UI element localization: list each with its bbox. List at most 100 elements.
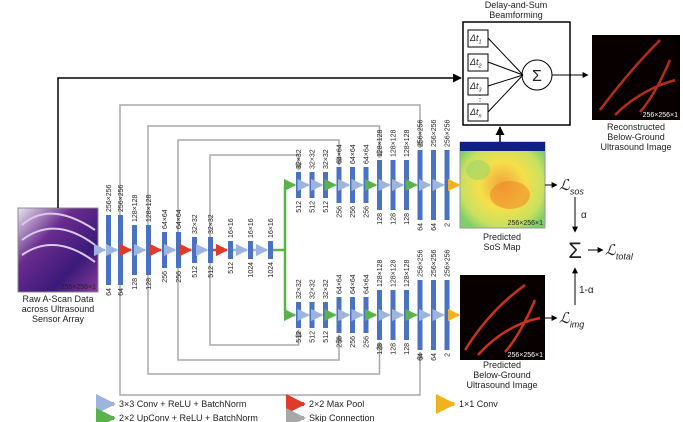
reconstructed-image — [592, 35, 680, 120]
channel-label: 256 — [364, 206, 371, 218]
decoder-block — [323, 302, 328, 328]
vdots: ⋮ — [476, 94, 484, 103]
decoder-block — [431, 280, 436, 350]
delay-label-sub: 1 — [479, 40, 482, 46]
img-caption: Predicted — [483, 360, 521, 370]
size-label: 256×256 — [418, 119, 425, 147]
decoder-block — [391, 290, 396, 340]
loss-img: ℒimg — [559, 310, 584, 330]
encoder-block — [268, 241, 273, 259]
size-label: 32×32 — [310, 149, 317, 169]
channel-label: 512 — [310, 331, 317, 343]
sum-symbol: Σ — [568, 238, 582, 263]
legend-label: Skip Connection — [309, 413, 375, 422]
input-caption: Raw A-Scan Data — [22, 294, 93, 304]
size-label: 256×256 — [418, 249, 425, 277]
heat-blob — [490, 181, 530, 209]
delay-label-main: Δt — [469, 57, 479, 67]
alpha: α — [581, 210, 587, 221]
size-label: 32×32 — [296, 279, 303, 299]
channel-label: 128 — [391, 213, 398, 225]
channel-label: 256 — [162, 271, 169, 283]
decoder-block — [350, 167, 355, 203]
size-label: 128×128 — [391, 129, 398, 157]
channel-label: 1024 — [248, 262, 255, 278]
decoder-block — [445, 280, 450, 350]
predicted-image — [460, 275, 545, 360]
legend-label: 3×3 Conv + ReLU + BatchNorm — [119, 399, 246, 409]
sos-caption: Predicted — [483, 232, 521, 242]
encoder-block — [192, 237, 197, 263]
size-label: 128×128 — [404, 259, 411, 287]
decoder-block — [310, 172, 315, 198]
delay-label-sub: 2 — [478, 64, 482, 70]
channel-label: 2 — [445, 223, 452, 227]
size-label: 32×32 — [310, 279, 317, 299]
sos-caption: SoS Map — [483, 242, 520, 252]
channel-label: 128 — [377, 213, 384, 225]
legend-label: 1×1 Conv — [459, 399, 498, 409]
decoder-block — [364, 167, 369, 203]
channel-label: 256 — [350, 206, 357, 218]
loss-total-sub: total — [616, 252, 634, 262]
size-label: 128×128 — [377, 259, 384, 287]
reconstructed-caption: Below-Ground — [607, 132, 665, 142]
channel-label: 2 — [445, 353, 452, 357]
channel-label: 1024 — [268, 262, 275, 278]
size-label: 256×256 — [445, 119, 452, 147]
decoder-block — [431, 150, 436, 220]
size-label: 128×128 — [404, 129, 411, 157]
loss-total: ℒtotal — [605, 242, 634, 262]
size-label: 256×256 — [118, 184, 125, 212]
channel-label: 512 — [296, 201, 303, 213]
encoder-block — [146, 225, 151, 275]
size-label: 128×128 — [146, 194, 153, 222]
skip-connection — [148, 275, 380, 374]
delay-label-sub: n — [479, 114, 482, 120]
size-label: 64×64 — [176, 209, 183, 229]
size-label: 256×256 — [431, 119, 438, 147]
channel-label: 256 — [337, 336, 344, 348]
decoder-block — [391, 160, 396, 210]
image-size: 256×256×1 — [508, 220, 544, 227]
size-label: 32×32 — [296, 149, 303, 169]
image-size: 256×256×1 — [61, 284, 97, 291]
image-size: 256×256×1 — [643, 112, 679, 119]
skip-connection — [120, 105, 420, 215]
decoder-block — [323, 172, 328, 198]
reconstructed-caption: Ultrasound Image — [600, 142, 671, 152]
diagram: Delay-and-SumBeamformingΔt1Δt2Δt3Δtn⋮Σ25… — [0, 0, 683, 422]
image-size: 256×256×1 — [508, 352, 544, 359]
size-label: 64×64 — [364, 144, 371, 164]
size-label: 256×256 — [106, 184, 113, 212]
channel-label: 64 — [106, 288, 113, 296]
decoder-block — [350, 297, 355, 333]
heat-blob — [466, 160, 490, 180]
size-label: 128×128 — [132, 194, 139, 222]
channel-label: 512 — [323, 331, 330, 343]
loss-img-sub: img — [570, 320, 585, 330]
decoder-block — [296, 302, 301, 328]
size-label: 64×64 — [337, 144, 344, 164]
encoder-block — [118, 215, 123, 285]
channel-label: 128 — [146, 278, 153, 290]
channel-label: 128 — [391, 343, 398, 355]
channel-label: 64 — [431, 223, 438, 231]
size-label: 256×256 — [431, 249, 438, 277]
loss-sos: ℒsos — [559, 177, 584, 197]
channel-label: 256 — [176, 271, 183, 283]
img-caption: Ultrasound Image — [466, 380, 537, 390]
channel-label: 512 — [310, 201, 317, 213]
size-label: 64×64 — [162, 209, 169, 229]
legend-label: 2×2 Max Pool — [309, 399, 364, 409]
sos-map-band — [460, 142, 545, 151]
channel-label: 64 — [418, 223, 425, 231]
size-label: 16×16 — [228, 218, 235, 238]
beamforming-title: Beamforming — [489, 10, 543, 20]
size-label: 128×128 — [377, 129, 384, 157]
decoder-block — [445, 150, 450, 220]
size-label: 32×32 — [323, 149, 330, 169]
encoder-block — [208, 237, 213, 263]
decoder-block — [377, 290, 382, 340]
decoder-block — [296, 172, 301, 198]
